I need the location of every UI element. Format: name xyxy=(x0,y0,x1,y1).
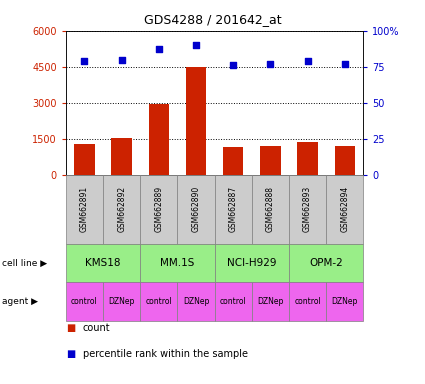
Text: GSM662887: GSM662887 xyxy=(229,186,238,232)
Text: ■: ■ xyxy=(66,349,75,359)
Text: DZNep: DZNep xyxy=(108,297,135,306)
Text: KMS18: KMS18 xyxy=(85,258,121,268)
Text: DZNep: DZNep xyxy=(183,297,209,306)
Bar xyxy=(298,142,318,175)
Text: control: control xyxy=(71,297,98,306)
Point xyxy=(267,61,274,67)
Text: GSM662891: GSM662891 xyxy=(80,186,89,232)
Bar xyxy=(334,146,355,175)
Text: GSM662892: GSM662892 xyxy=(117,186,126,232)
Text: GSM662889: GSM662889 xyxy=(154,186,163,232)
Point xyxy=(118,56,125,63)
Bar xyxy=(186,67,206,175)
Text: percentile rank within the sample: percentile rank within the sample xyxy=(83,349,248,359)
Text: GSM662894: GSM662894 xyxy=(340,186,349,232)
Point xyxy=(230,62,237,68)
Text: GSM662890: GSM662890 xyxy=(192,186,201,232)
Bar xyxy=(223,147,244,175)
Text: agent ▶: agent ▶ xyxy=(2,297,38,306)
Bar xyxy=(260,146,281,175)
Bar xyxy=(74,144,95,175)
Text: GSM662893: GSM662893 xyxy=(303,186,312,232)
Text: ■: ■ xyxy=(66,323,75,333)
Bar xyxy=(149,104,169,175)
Point xyxy=(341,61,348,67)
Text: MM.1S: MM.1S xyxy=(160,258,195,268)
Bar xyxy=(111,137,132,175)
Point xyxy=(156,46,162,53)
Text: control: control xyxy=(294,297,321,306)
Point xyxy=(81,58,88,64)
Point xyxy=(304,58,311,64)
Text: OPM-2: OPM-2 xyxy=(309,258,343,268)
Point xyxy=(193,42,199,48)
Text: cell line ▶: cell line ▶ xyxy=(2,258,47,268)
Text: GSM662888: GSM662888 xyxy=(266,186,275,232)
Text: control: control xyxy=(220,297,246,306)
Text: DZNep: DZNep xyxy=(332,297,358,306)
Text: count: count xyxy=(83,323,110,333)
Text: GDS4288 / 201642_at: GDS4288 / 201642_at xyxy=(144,13,281,26)
Text: NCI-H929: NCI-H929 xyxy=(227,258,277,268)
Text: control: control xyxy=(145,297,172,306)
Text: DZNep: DZNep xyxy=(257,297,283,306)
